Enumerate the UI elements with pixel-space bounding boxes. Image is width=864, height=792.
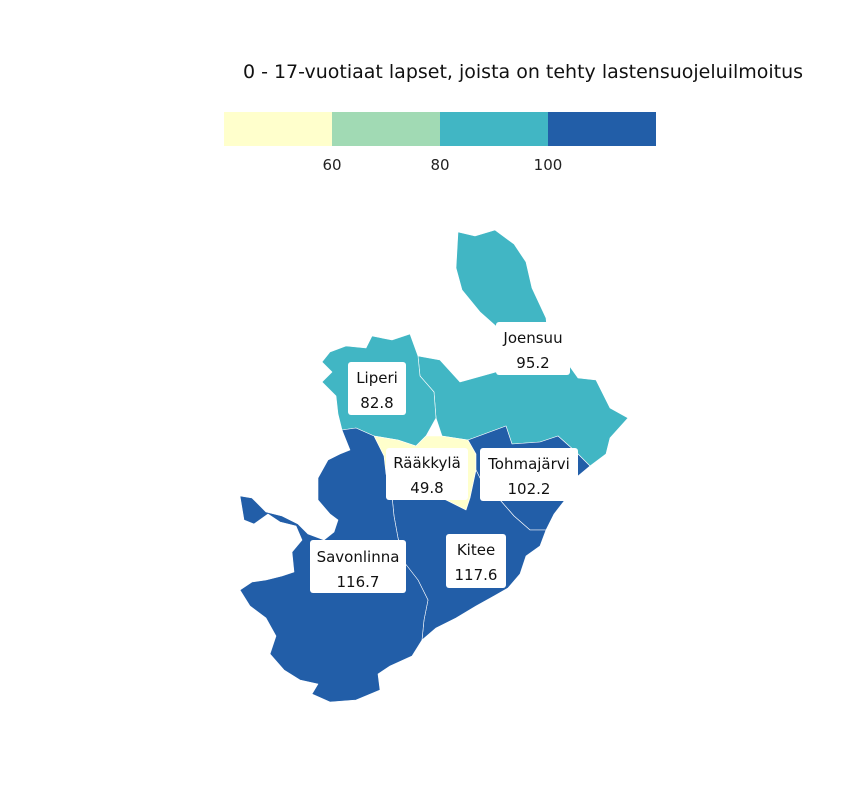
label-savonlinna-value: 116.7 — [337, 573, 380, 591]
label-liperi-name: Liperi — [356, 369, 398, 387]
label-tohmajarvi-value: 102.2 — [508, 480, 551, 498]
label-joensuu: Joensuu 95.2 — [496, 322, 570, 375]
region-labels: Joensuu 95.2 Liperi 82.8 Rääkkylä 49.8 T… — [310, 322, 578, 593]
legend-tick-80: 80 — [430, 156, 449, 174]
label-liperi-value: 82.8 — [360, 394, 393, 412]
color-legend: 60 80 100 — [224, 112, 656, 174]
legend-swatch-3 — [440, 112, 548, 146]
label-savonlinna-name: Savonlinna — [317, 548, 400, 566]
legend-swatch-1 — [224, 112, 332, 146]
label-tohmajarvi-name: Tohmajärvi — [487, 455, 570, 473]
label-joensuu-name: Joensuu — [502, 329, 562, 347]
label-savonlinna: Savonlinna 116.7 — [310, 540, 406, 593]
label-raakkyla-name: Rääkkylä — [393, 454, 461, 472]
label-raakkyla: Rääkkylä 49.8 — [386, 448, 468, 500]
label-liperi: Liperi 82.8 — [348, 362, 406, 415]
legend-swatch-2 — [332, 112, 440, 146]
label-kitee-value: 117.6 — [455, 566, 498, 584]
label-joensuu-value: 95.2 — [516, 354, 549, 372]
legend-swatch-4 — [548, 112, 656, 146]
label-kitee: Kitee 117.6 — [446, 534, 506, 588]
label-kitee-name: Kitee — [457, 541, 495, 559]
map-title: 0 - 17-vuotiaat lapset, joista on tehty … — [243, 61, 803, 83]
legend-tick-60: 60 — [322, 156, 341, 174]
label-raakkyla-value: 49.8 — [410, 479, 443, 497]
legend-tick-100: 100 — [534, 156, 563, 174]
label-tohmajarvi: Tohmajärvi 102.2 — [480, 448, 578, 501]
